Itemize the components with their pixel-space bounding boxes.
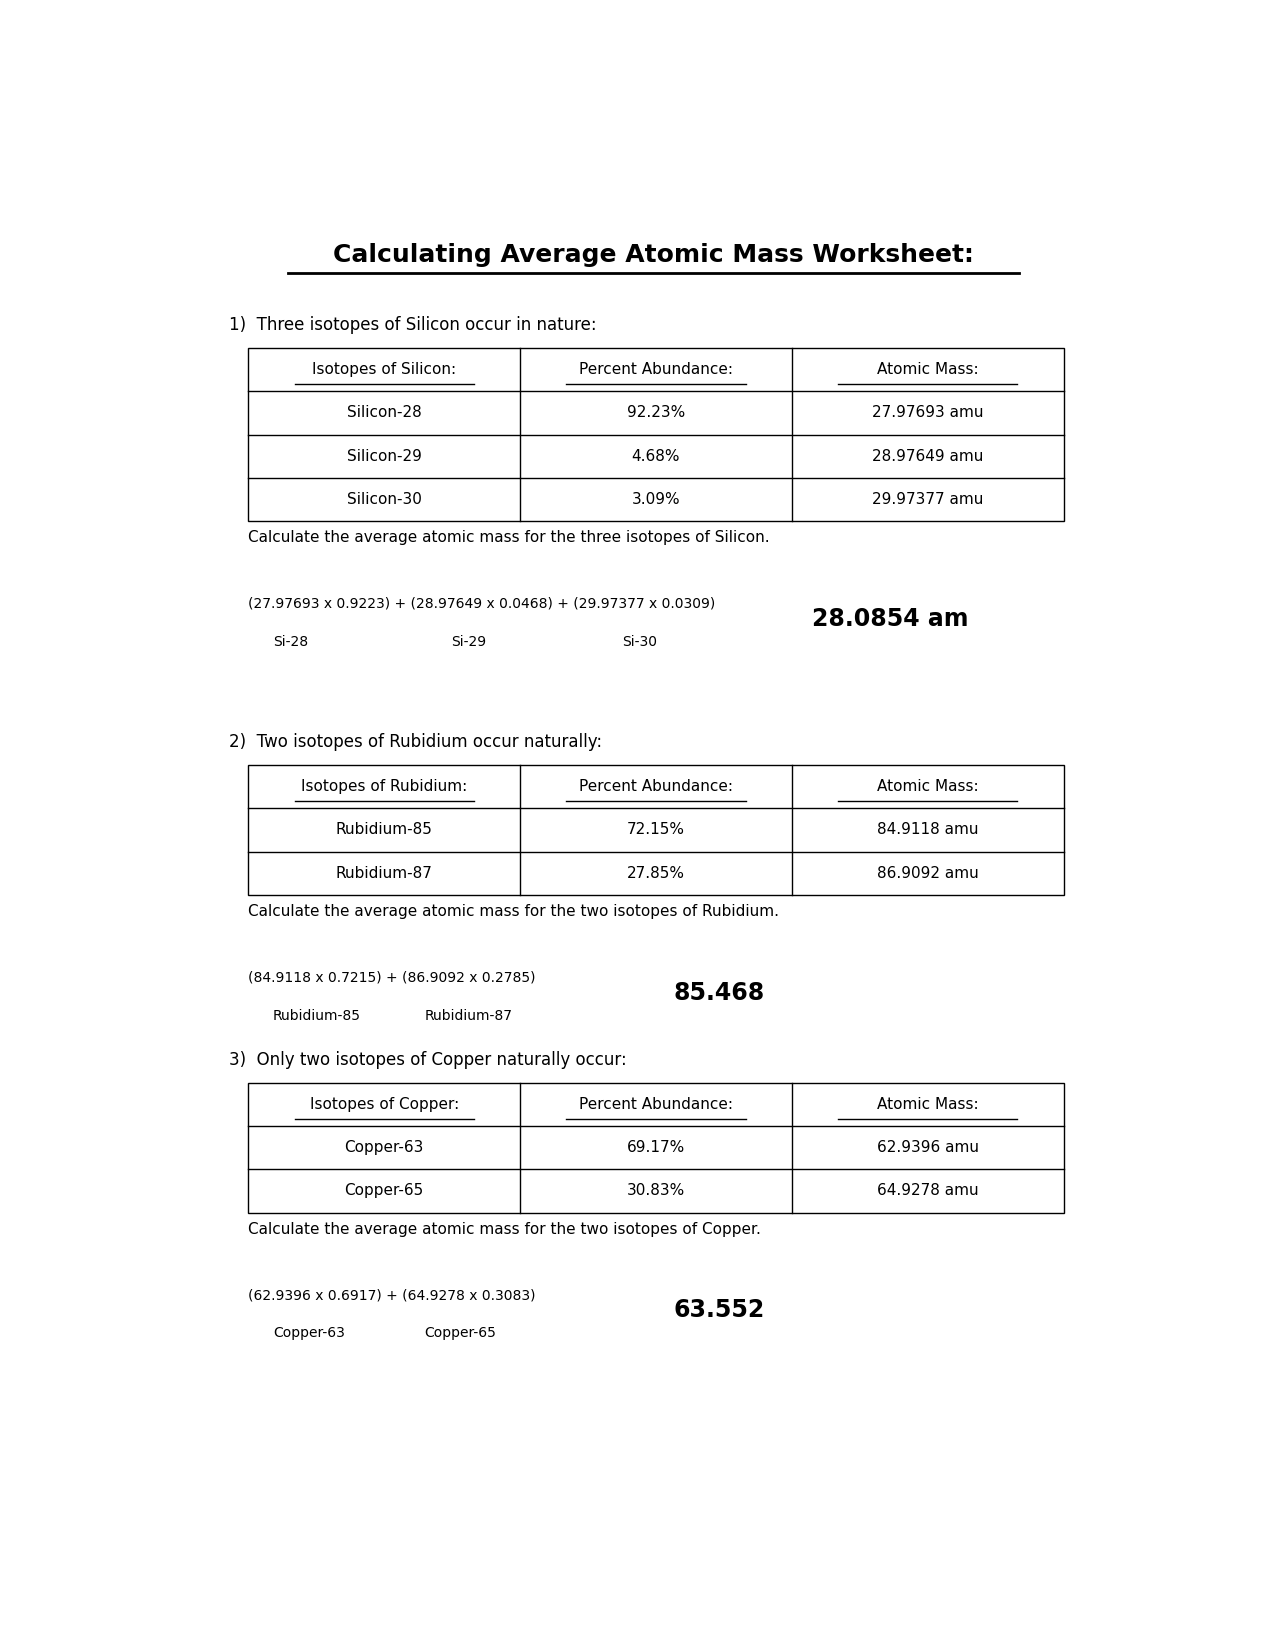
Text: Calculate the average atomic mass for the three isotopes of Silicon.: Calculate the average atomic mass for th…	[249, 530, 770, 545]
Text: Rubidium-85: Rubidium-85	[273, 1009, 361, 1022]
Text: Calculate the average atomic mass for the two isotopes of Rubidium.: Calculate the average atomic mass for th…	[249, 903, 779, 920]
Text: Silicon-30: Silicon-30	[347, 492, 422, 507]
Text: Copper-63: Copper-63	[273, 1326, 344, 1341]
Text: 4.68%: 4.68%	[631, 449, 680, 464]
Text: 62.9396 amu: 62.9396 amu	[877, 1141, 979, 1156]
Text: Si-29: Si-29	[451, 634, 486, 649]
Bar	[249, 1083, 1063, 1212]
Text: Si-28: Si-28	[273, 634, 309, 649]
Text: Silicon-28: Silicon-28	[347, 406, 422, 421]
Text: Percent Abundance:: Percent Abundance:	[579, 1096, 733, 1113]
Text: Calculating Average Atomic Mass Worksheet:: Calculating Average Atomic Mass Workshee…	[333, 243, 974, 267]
Text: Calculate the average atomic mass for the two isotopes of Copper.: Calculate the average atomic mass for th…	[249, 1222, 761, 1237]
Text: Atomic Mass:: Atomic Mass:	[877, 779, 978, 794]
Text: 85.468: 85.468	[673, 981, 765, 1005]
Text: 30.83%: 30.83%	[627, 1184, 685, 1199]
Text: Copper-63: Copper-63	[344, 1141, 423, 1156]
Text: 28.0854 am: 28.0854 am	[811, 608, 968, 631]
Text: Atomic Mass:: Atomic Mass:	[877, 1096, 978, 1113]
Text: 63.552: 63.552	[673, 1298, 765, 1322]
Text: (27.97693 x 0.9223) + (28.97649 x 0.0468) + (29.97377 x 0.0309): (27.97693 x 0.9223) + (28.97649 x 0.0468…	[249, 596, 715, 611]
Text: 27.97693 amu: 27.97693 amu	[872, 406, 983, 421]
Text: Copper-65: Copper-65	[344, 1184, 423, 1199]
Text: 28.97649 amu: 28.97649 amu	[872, 449, 983, 464]
Text: Isotopes of Silicon:: Isotopes of Silicon:	[312, 362, 456, 376]
Text: Si-30: Si-30	[622, 634, 657, 649]
Text: 64.9278 amu: 64.9278 amu	[877, 1184, 978, 1199]
Text: 3.09%: 3.09%	[631, 492, 681, 507]
Text: 3)  Only two isotopes of Copper naturally occur:: 3) Only two isotopes of Copper naturally…	[228, 1052, 626, 1070]
Text: (62.9396 x 0.6917) + (64.9278 x 0.3083): (62.9396 x 0.6917) + (64.9278 x 0.3083)	[249, 1288, 536, 1303]
Text: 92.23%: 92.23%	[627, 406, 685, 421]
Text: 84.9118 amu: 84.9118 amu	[877, 822, 978, 837]
Bar	[249, 764, 1063, 895]
Text: Rubidium-85: Rubidium-85	[335, 822, 432, 837]
Text: Copper-65: Copper-65	[425, 1326, 496, 1341]
Text: Percent Abundance:: Percent Abundance:	[579, 362, 733, 376]
Text: Rubidium-87: Rubidium-87	[335, 865, 432, 880]
Text: 27.85%: 27.85%	[627, 865, 685, 880]
Text: (84.9118 x 0.7215) + (86.9092 x 0.2785): (84.9118 x 0.7215) + (86.9092 x 0.2785)	[249, 971, 536, 984]
Text: 69.17%: 69.17%	[627, 1141, 685, 1156]
Text: Percent Abundance:: Percent Abundance:	[579, 779, 733, 794]
Text: 2)  Two isotopes of Rubidium occur naturally:: 2) Two isotopes of Rubidium occur natura…	[228, 733, 602, 751]
Bar	[249, 348, 1063, 522]
Text: Silicon-29: Silicon-29	[347, 449, 422, 464]
Text: 72.15%: 72.15%	[627, 822, 685, 837]
Text: 86.9092 amu: 86.9092 amu	[877, 865, 978, 880]
Text: Isotopes of Copper:: Isotopes of Copper:	[310, 1096, 459, 1113]
Text: Atomic Mass:: Atomic Mass:	[877, 362, 978, 376]
Text: Rubidium-87: Rubidium-87	[425, 1009, 513, 1022]
Text: 1)  Three isotopes of Silicon occur in nature:: 1) Three isotopes of Silicon occur in na…	[228, 317, 597, 334]
Text: 29.97377 amu: 29.97377 amu	[872, 492, 983, 507]
Text: Isotopes of Rubidium:: Isotopes of Rubidium:	[301, 779, 468, 794]
